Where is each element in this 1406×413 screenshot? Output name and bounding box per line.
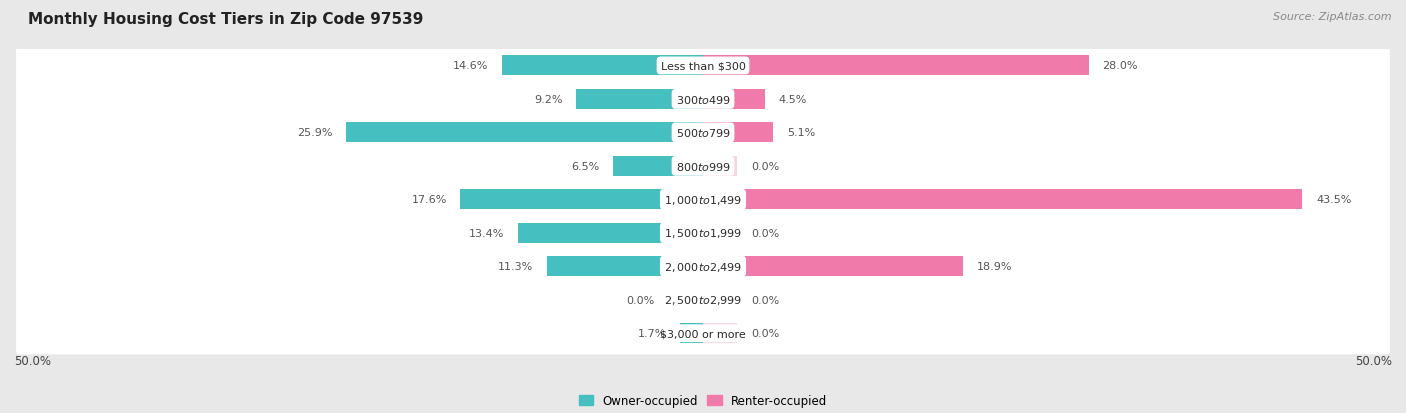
Text: 9.2%: 9.2%	[534, 95, 562, 104]
Text: 14.6%: 14.6%	[453, 61, 488, 71]
Text: 0.0%: 0.0%	[751, 228, 779, 238]
FancyBboxPatch shape	[15, 179, 1391, 221]
Text: $1,000 to $1,499: $1,000 to $1,499	[664, 193, 742, 206]
Legend: Owner-occupied, Renter-occupied: Owner-occupied, Renter-occupied	[575, 391, 831, 411]
Bar	[703, 223, 738, 243]
Text: $500 to $799: $500 to $799	[675, 127, 731, 139]
FancyBboxPatch shape	[15, 246, 1391, 287]
Text: 50.0%: 50.0%	[1355, 354, 1392, 367]
Text: $3,000 or more: $3,000 or more	[661, 328, 745, 338]
Text: 0.0%: 0.0%	[751, 295, 779, 305]
FancyBboxPatch shape	[15, 112, 1391, 154]
Bar	[703, 123, 773, 143]
Text: Source: ZipAtlas.com: Source: ZipAtlas.com	[1274, 12, 1392, 22]
Bar	[669, 290, 703, 310]
Bar	[703, 323, 738, 343]
FancyBboxPatch shape	[15, 212, 1391, 254]
Text: 5.1%: 5.1%	[787, 128, 815, 138]
Bar	[703, 90, 765, 110]
FancyBboxPatch shape	[15, 78, 1391, 121]
Text: 43.5%: 43.5%	[1316, 195, 1351, 205]
Bar	[613, 157, 703, 176]
Bar	[346, 123, 703, 143]
Bar	[703, 157, 738, 176]
Text: 0.0%: 0.0%	[751, 161, 779, 171]
Text: 6.5%: 6.5%	[571, 161, 599, 171]
Bar	[679, 323, 703, 343]
FancyBboxPatch shape	[15, 312, 1391, 354]
FancyBboxPatch shape	[15, 145, 1391, 188]
Bar	[461, 190, 703, 210]
Bar	[703, 56, 1088, 76]
Text: 18.9%: 18.9%	[977, 261, 1012, 272]
Text: Monthly Housing Cost Tiers in Zip Code 97539: Monthly Housing Cost Tiers in Zip Code 9…	[28, 12, 423, 27]
Text: 0.0%: 0.0%	[627, 295, 655, 305]
Bar	[502, 56, 703, 76]
Text: 1.7%: 1.7%	[637, 328, 666, 338]
Text: 4.5%: 4.5%	[779, 95, 807, 104]
Text: $2,500 to $2,999: $2,500 to $2,999	[664, 294, 742, 306]
Text: 11.3%: 11.3%	[498, 261, 533, 272]
Text: 28.0%: 28.0%	[1102, 61, 1137, 71]
Text: $2,000 to $2,499: $2,000 to $2,499	[664, 260, 742, 273]
Bar	[576, 90, 703, 110]
Text: 13.4%: 13.4%	[470, 228, 505, 238]
Bar	[547, 256, 703, 277]
Text: 0.0%: 0.0%	[751, 328, 779, 338]
Text: 50.0%: 50.0%	[14, 354, 51, 367]
Text: 17.6%: 17.6%	[412, 195, 447, 205]
FancyBboxPatch shape	[15, 279, 1391, 321]
Bar	[519, 223, 703, 243]
Text: $300 to $499: $300 to $499	[675, 94, 731, 106]
Text: Less than $300: Less than $300	[661, 61, 745, 71]
Text: $800 to $999: $800 to $999	[675, 160, 731, 172]
Text: 25.9%: 25.9%	[297, 128, 332, 138]
FancyBboxPatch shape	[15, 45, 1391, 87]
Bar	[703, 290, 738, 310]
Text: $1,500 to $1,999: $1,500 to $1,999	[664, 227, 742, 240]
Bar	[703, 190, 1302, 210]
Bar	[703, 256, 963, 277]
